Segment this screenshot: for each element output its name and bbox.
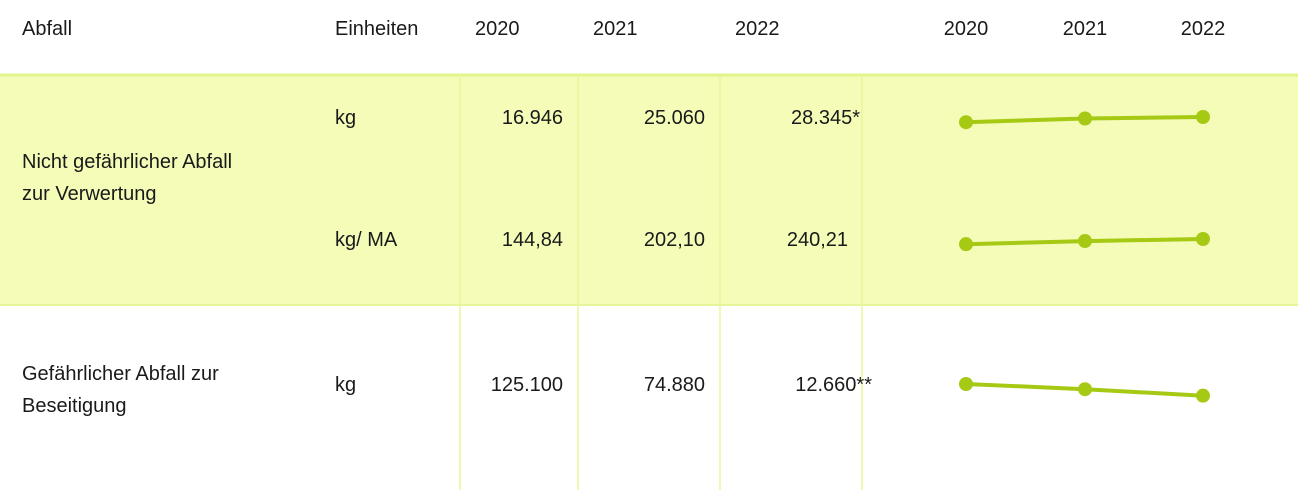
sparkline-point [1078,382,1092,397]
trend-header-cell: 2021 [1062,18,1108,40]
value-cell: 74.880 [643,374,705,396]
group-label: Gefährlicher Abfall zur Beseitigung [22,363,219,417]
trend-header-cell: 2020 [943,18,989,40]
header-cell: Einheiten [335,18,419,40]
value-cell: 240,21 [786,229,848,251]
value-cell: 144,84 [501,229,563,251]
header-cell: 2020 [475,18,520,40]
value-cell: 12.660** [795,374,872,396]
unit-cell: kg [335,107,357,129]
header-cell: Abfall [22,18,73,40]
sparkline-point [1078,234,1092,249]
sparkline-point [1196,110,1210,124]
header-cell: 2022 [735,18,780,40]
value-cell: 25.060 [643,107,705,129]
unit-cell: kg [335,374,357,396]
trend-header-cell: 2022 [1180,18,1226,40]
value-cell: 16.946 [501,107,563,129]
sparkline-point [1078,111,1092,126]
sparkline-point [959,115,973,130]
sparkline-point [1196,232,1210,246]
sparkline-point [959,377,973,391]
group-label: Nicht gefährlicher Abfall zur Verwertung [22,151,233,205]
sparkline-point [959,237,973,252]
value-cell: 202,10 [643,229,705,251]
header-cell: 2021 [593,18,638,40]
unit-cell: kg/ MA [335,229,398,251]
value-cell: 28.345* [791,107,860,129]
value-cell: 125.100 [490,374,563,396]
sparkline-point [1196,388,1210,403]
